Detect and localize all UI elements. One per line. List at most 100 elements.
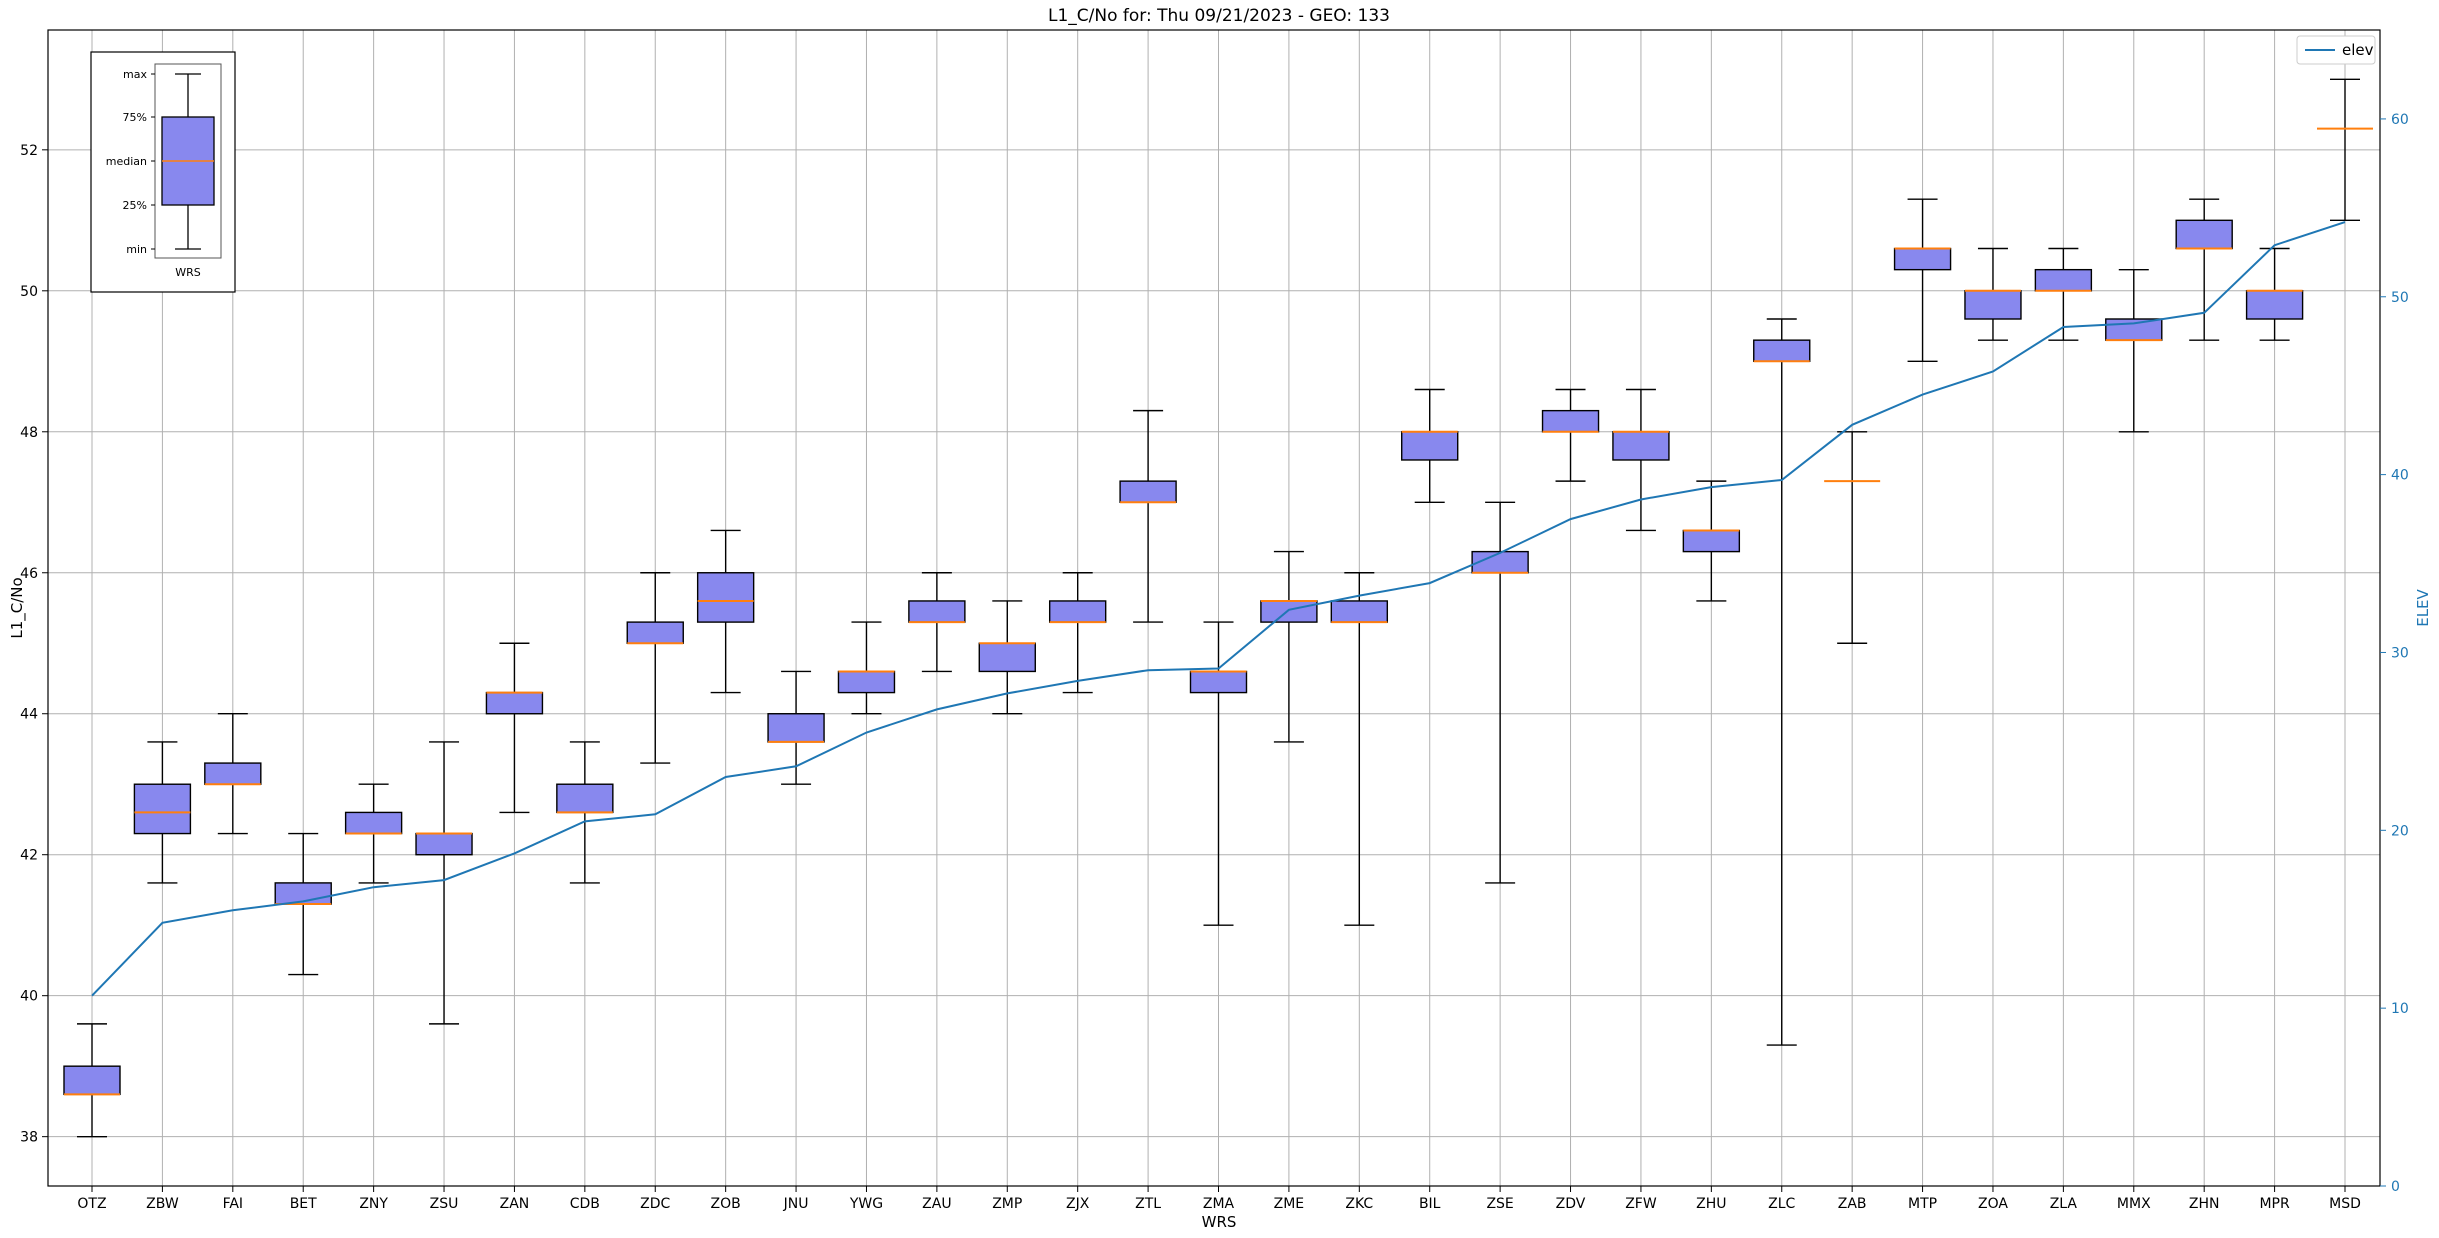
x-tick-label: ZLA xyxy=(2050,1196,2078,1212)
box-zny xyxy=(344,783,403,884)
x-tick-label: ZME xyxy=(1274,1196,1305,1212)
iqr-box xyxy=(1330,600,1389,623)
iqr-box xyxy=(1401,431,1459,461)
x-axis-label: WRS xyxy=(1202,1213,1237,1231)
y-tick-label: 52 xyxy=(20,143,38,159)
x-tick-label: ZOB xyxy=(711,1196,741,1212)
iqr-box xyxy=(2245,290,2304,320)
iqr-box xyxy=(1753,339,1811,362)
inset-label-max: max xyxy=(123,68,147,81)
box-zhu xyxy=(1682,480,1741,602)
right-y-axis: 0 10 20 30 40 50 60 xyxy=(2380,112,2409,1195)
iqr-box xyxy=(1048,600,1107,623)
box-zbw xyxy=(133,741,192,884)
right-y-axis-label: ELEV xyxy=(2414,588,2432,626)
box-bil xyxy=(1401,388,1459,503)
iqr-box xyxy=(978,642,1036,673)
x-tick-label: ZAU xyxy=(922,1196,951,1212)
iqr-box xyxy=(837,670,896,694)
iqr-box xyxy=(2175,219,2233,250)
box-msd xyxy=(2317,78,2373,222)
y-tick-label: 42 xyxy=(20,848,38,864)
y2-tick-label: 40 xyxy=(2391,468,2409,484)
box-cdb xyxy=(556,741,614,884)
iqr-box xyxy=(1119,480,1177,503)
x-tick-label: ZHN xyxy=(2189,1196,2220,1212)
x-tick-label: BET xyxy=(290,1196,317,1212)
y2-tick-label: 10 xyxy=(2391,1001,2409,1017)
box-zsu xyxy=(415,741,473,1025)
box-zan xyxy=(485,642,544,814)
legend-label-elev: elev xyxy=(2342,41,2374,59)
plot-frame xyxy=(47,29,2381,1187)
x-tick-label: OTZ xyxy=(77,1196,106,1212)
inset-label-75: 75% xyxy=(123,111,147,124)
y2-tick-label: 20 xyxy=(2391,823,2409,839)
y-tick-label: 50 xyxy=(20,284,38,300)
box-zma xyxy=(1189,621,1248,926)
iqr-box xyxy=(485,691,544,715)
box-mtp xyxy=(1893,198,1952,362)
iqr-box xyxy=(767,713,825,743)
iqr-box xyxy=(1893,247,1952,271)
legend: elev xyxy=(2296,35,2376,65)
elev-line xyxy=(91,221,2346,997)
box-zlc xyxy=(1753,318,1811,1046)
iqr-box xyxy=(1260,600,1318,623)
legend-box xyxy=(2296,35,2376,65)
y2-tick-label: 0 xyxy=(2391,1179,2400,1195)
box-ywg xyxy=(837,621,896,715)
iqr-box xyxy=(1189,670,1248,694)
box-fai xyxy=(204,713,262,835)
x-tick-label: MSD xyxy=(2329,1196,2361,1212)
x-tick-label: ZJX xyxy=(1066,1196,1090,1212)
y-tick-label: 38 xyxy=(20,1130,38,1146)
box-zob xyxy=(696,529,755,694)
box-zfw xyxy=(1612,388,1670,532)
box-zla xyxy=(2034,247,2093,341)
x-tick-label: ZSU xyxy=(430,1196,459,1212)
y2-tick-label: 30 xyxy=(2391,645,2409,661)
iqr-box xyxy=(908,600,966,623)
iqr-box xyxy=(1682,529,1741,553)
x-tick-label: YWG xyxy=(849,1196,883,1212)
box-zhn xyxy=(2175,198,2233,341)
x-tick-label: JNU xyxy=(783,1196,809,1212)
x-tick-label: ZAN xyxy=(500,1196,530,1212)
iqr-box xyxy=(696,572,755,623)
box-zoa xyxy=(1964,247,2022,341)
inset-label-min: min xyxy=(126,243,147,256)
x-tick-label: ZLC xyxy=(1768,1196,1795,1212)
x-tick-label: MTP xyxy=(1908,1196,1937,1212)
chart-title: L1_C/No for: Thu 09/21/2023 - GEO: 133 xyxy=(1048,6,1390,26)
y-tick-label: 48 xyxy=(20,425,38,441)
box-layer xyxy=(63,78,2373,1138)
x-tick-label: ZMA xyxy=(1203,1196,1235,1212)
elev-line-layer xyxy=(91,221,2346,997)
box-otz xyxy=(63,1023,121,1138)
box-mpr xyxy=(2245,247,2304,341)
box-zse xyxy=(1471,501,1529,884)
x-axis: OTZ ZBW FAI BET ZNY ZSU ZAN CDB ZDC ZOB JNU YWG ZAU Z… xyxy=(77,1186,2361,1212)
y2-tick-label: 60 xyxy=(2391,112,2409,128)
x-tick-label: ZMP xyxy=(992,1196,1022,1212)
inset-label-median: median xyxy=(106,155,147,168)
y-axis-label: L1_C/No xyxy=(8,577,27,638)
box-zau xyxy=(908,572,966,673)
x-tick-label: ZBW xyxy=(146,1196,179,1212)
box-zdv xyxy=(1541,388,1600,482)
iqr-box xyxy=(2034,268,2093,292)
y-tick-label: 40 xyxy=(20,989,38,1005)
x-tick-label: ZKC xyxy=(1345,1196,1373,1212)
iqr-box xyxy=(2105,318,2163,341)
box-zjx xyxy=(1048,572,1107,694)
y-tick-label: 46 xyxy=(20,566,38,582)
box-zkc xyxy=(1330,572,1389,926)
x-tick-label: ZDV xyxy=(1556,1196,1586,1212)
inset-label-25: 25% xyxy=(123,199,147,212)
x-tick-label: MPR xyxy=(2259,1196,2290,1212)
iqr-box xyxy=(626,621,684,644)
x-tick-label: BIL xyxy=(1419,1196,1441,1212)
x-tick-label: ZNY xyxy=(359,1196,388,1212)
